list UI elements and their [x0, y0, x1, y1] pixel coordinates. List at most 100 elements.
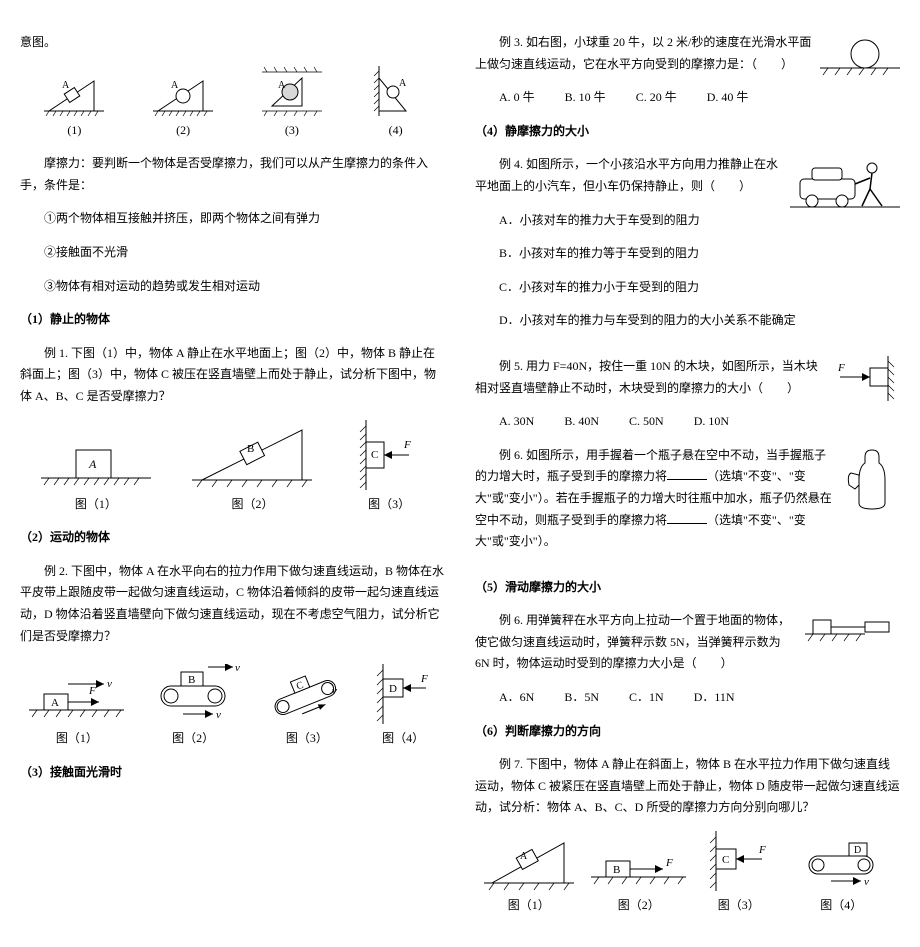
svg-text:F: F [403, 439, 411, 451]
incline-block-icon: B [192, 420, 312, 490]
wall-block-icon: C F [704, 831, 774, 891]
svg-text:F: F [88, 685, 96, 697]
ex2-text: 例 2. 下图中，物体 A 在水平向右的拉力作用下做匀速直线运动，B 物体在水平… [20, 561, 445, 647]
ex1-fig3-caption: 图（3） [354, 494, 424, 516]
wall-wedge-icon: A [371, 66, 421, 116]
top-fig-2-caption: (2) [153, 120, 213, 142]
ex6p-opt-d: D．11N [694, 687, 735, 709]
push-car-icon [790, 154, 900, 219]
svg-text:v: v [864, 876, 869, 888]
ex2-fig-1: A F v 图（1） [29, 669, 124, 750]
ex3-block: 例 3. 如右图，小球重 20 牛，以 2 米/秒的速度在光滑水平面上做匀速直线… [475, 32, 900, 109]
svg-text:v: v [332, 685, 337, 697]
svg-text:F: F [758, 844, 766, 856]
ex5-block: F 例 5. 用力 F=40N，按住一重 10N 的木块，如图所示，当木块相对竖… [475, 356, 900, 433]
ex6p-opt-b: B．5N [564, 687, 599, 709]
ex6p-opt-c: C．1N [629, 687, 664, 709]
wedge-icon: A [153, 66, 213, 116]
blank-2 [667, 511, 707, 524]
ex2-fig2-caption: 图（2） [143, 728, 243, 750]
ex7-fig2-caption: 图（2） [591, 895, 686, 917]
ex3-opt-b: B. 10 牛 [565, 87, 606, 109]
ex3-opt-a: A. 0 牛 [499, 87, 535, 109]
ex7-fig-4: D v 图（4） [791, 831, 891, 917]
svg-text:C: C [722, 854, 729, 866]
ex4-opt-b: B．小孩对车的推力等于车受到的阻力 [475, 243, 900, 265]
ex2-fig-4: D F 图（4） [371, 664, 436, 750]
blank-1 [667, 467, 707, 480]
svg-text:F: F [420, 673, 428, 685]
ex7-fig-3: C F 图（3） [704, 831, 774, 917]
ex6-block: 例 6. 如图所示，用手握着一个瓶子悬在空中不动，当手握瓶子的力增大时，瓶子受到… [475, 445, 900, 565]
ex6p-opts: A．6N B．5N C．1N D．11N [499, 687, 900, 709]
svg-text:B: B [247, 443, 254, 455]
bottle-hand-icon [845, 445, 900, 515]
ex2-fig-row: A F v 图（1） B v v 图（2） [20, 659, 445, 750]
svg-text:B: B [613, 864, 620, 876]
svg-text:A: A [399, 78, 407, 89]
top-fig-row: A (1) A (2) [20, 66, 445, 142]
svg-text:A: A [51, 697, 59, 709]
ex2-fig-2: B v v 图（2） [143, 664, 243, 750]
ex7-fig-row: A 图（1） B F 图（2） C [475, 831, 900, 917]
ex5-opt-c: C. 50N [629, 411, 664, 433]
wall-push-icon: F [830, 356, 900, 401]
ex7-fig4-caption: 图（4） [791, 895, 891, 917]
wedge-icon: A [44, 66, 104, 116]
friction-intro: 摩擦力：要判断一个物体是否受摩擦力，我们可以从产生摩擦力的条件入手，条件是： [20, 153, 445, 196]
wall-block-icon: C F [354, 420, 424, 490]
top-fig-1: A (1) [44, 66, 104, 142]
belt-flat-icon: D v [791, 831, 891, 891]
ex7-fig1-caption: 图（1） [484, 895, 574, 917]
belt-flat-icon: B v v [143, 664, 243, 724]
top-fig-4-caption: (4) [371, 120, 421, 142]
ex7-fig-1: A 图（1） [484, 831, 574, 917]
ex3-opt-d: D. 40 牛 [707, 87, 749, 109]
svg-text:D: D [389, 683, 397, 695]
top-fig-4: A (4) [371, 66, 421, 142]
svg-text:A: A [278, 80, 286, 91]
groove-icon: A [262, 66, 322, 116]
svg-text:v: v [235, 664, 240, 674]
sec6-title: （6）判断摩擦力的方向 [475, 721, 900, 743]
belt-incline-icon: C v [262, 659, 352, 724]
ex1-fig1-caption: 图（1） [41, 494, 151, 516]
ex6p-opt-a: A．6N [499, 687, 534, 709]
incline-block-icon: A [484, 831, 574, 891]
ex2-fig4-caption: 图（4） [371, 728, 436, 750]
ex6-text: 例 6. 如图所示，用手握着一个瓶子悬在空中不动，当手握瓶子的力增大时，瓶子受到… [475, 445, 900, 553]
ex1-fig-row: A 图（1） B 图（2） C F [20, 420, 445, 516]
top-fig-1-caption: (1) [44, 120, 104, 142]
sec1-title: （1）静止的物体 [20, 309, 445, 331]
ex1-text: 例 1. 下图（1）中，物体 A 静止在水平地面上；图（2）中，物体 B 静止在… [20, 343, 445, 408]
ex6p-block: 例 6. 用弹簧秤在水平方向上拉动一个置于地面的物体，使它做匀速直线运动时，弹簧… [475, 610, 900, 708]
ex7-fig3-caption: 图（3） [704, 895, 774, 917]
svg-text:A: A [171, 80, 179, 91]
cond-1: ①两个物体相互接触并挤压，即两个物体之间有弹力 [20, 208, 445, 230]
ex5-opts: A. 30N B. 40N C. 50N D. 10N [499, 411, 900, 433]
spring-pull-icon [805, 610, 900, 645]
ex7-fig-2: B F 图（2） [591, 841, 686, 917]
top-fig-2: A (2) [153, 66, 213, 142]
ex2-fig3-caption: 图（3） [262, 728, 352, 750]
svg-text:C: C [371, 449, 378, 461]
sec5-title: （5）滑动摩擦力的大小 [475, 577, 900, 599]
block-ground-icon: A [41, 430, 151, 490]
ex2-fig-3: C v 图（3） [262, 659, 352, 750]
ex5-opt-b: B. 40N [564, 411, 599, 433]
ex7-text: 例 7. 下图中，物体 A 静止在斜面上，物体 B 在水平拉力作用下做匀速直线运… [475, 754, 900, 819]
svg-text:A: A [88, 457, 97, 471]
cond-2: ②接触面不光滑 [20, 242, 445, 264]
top-fig-3-caption: (3) [262, 120, 322, 142]
svg-text:A: A [520, 851, 528, 862]
label-A: A [62, 80, 70, 91]
top-fig-3: A (3) [262, 66, 322, 142]
ex3-opt-c: C. 20 牛 [636, 87, 677, 109]
ex4-opt-c: C．小孩对车的推力小于车受到的阻力 [475, 277, 900, 299]
block-pull-icon: A F v [29, 669, 124, 724]
sec4-title: （4）静摩擦力的大小 [475, 121, 900, 143]
ex5-opt-d: D. 10N [694, 411, 729, 433]
sec3-title: （3）接触面光滑时 [20, 762, 445, 784]
svg-text:F: F [665, 857, 673, 869]
ex1-fig-3: C F 图（3） [354, 420, 424, 516]
